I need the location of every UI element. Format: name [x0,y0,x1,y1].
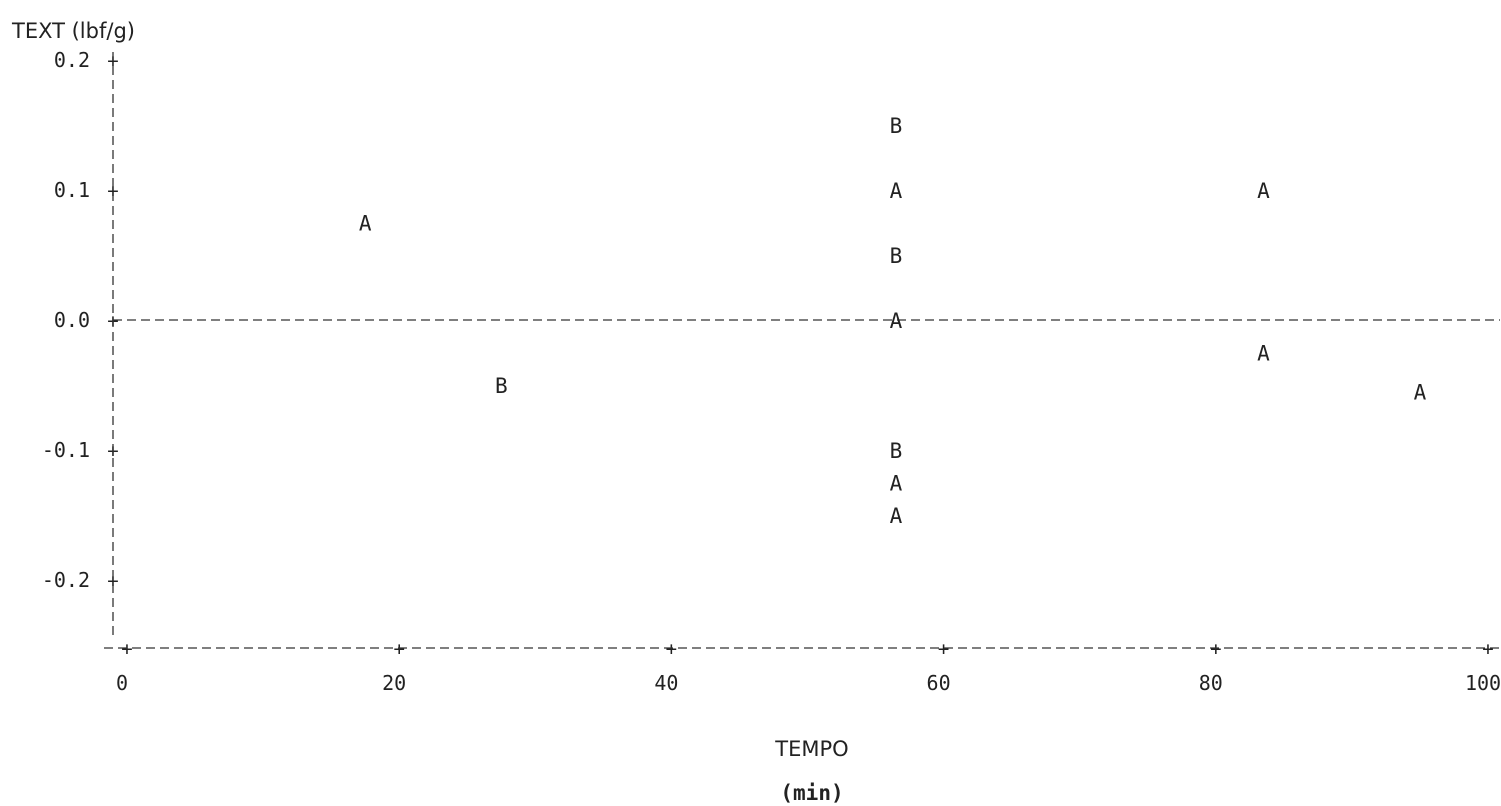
y-tick-label: -0.1 [42,438,90,462]
x-tick-label: 0 [116,671,128,695]
data-point-a: A [890,504,903,528]
x-tick-label: 100 [1465,671,1501,695]
data-point-b: B [890,244,903,268]
x-tick-mark: + [393,638,404,660]
x-tick-label: 20 [382,671,406,695]
x-tick-label: 40 [654,671,678,695]
y-tick-mark: + [107,570,118,592]
x-tick-mark: + [1482,638,1493,660]
data-point-a: A [890,179,903,203]
data-point-b: B [495,374,508,398]
x-axis-ticks: +0 +20 +40 +60 +80 +100 [116,638,1501,695]
x-tick-label: 60 [927,671,951,695]
data-point-b: B [890,439,903,463]
y-axis-label: TEXT (lbf/g) [11,19,135,43]
data-point-a: A [359,212,372,236]
y-tick-label: 0.1 [54,178,90,202]
data-point-a: A [890,472,903,496]
y-tick-label: -0.2 [42,568,90,592]
y-tick-mark: + [107,180,118,202]
data-point-b: B [890,114,903,138]
x-axis-label: TEMPO [774,737,848,761]
data-point-a: A [1257,179,1270,203]
x-tick-mark: + [121,638,132,660]
x-tick-mark: + [666,638,677,660]
x-tick-label: 80 [1199,671,1223,695]
y-tick-label: 0.2 [54,48,90,72]
x-axis-unit: (min) [780,781,843,805]
data-point-a: A [1257,342,1270,366]
x-tick-mark: + [938,638,949,660]
data-point-a: A [1414,381,1427,405]
x-tick-mark: + [1210,638,1221,660]
data-point-a: A [890,309,903,333]
y-tick-label: 0.0 [54,308,90,332]
y-axis-ticks: 0.2 +0.1 +0.0 +-0.1 +-0.2 + [42,48,119,592]
